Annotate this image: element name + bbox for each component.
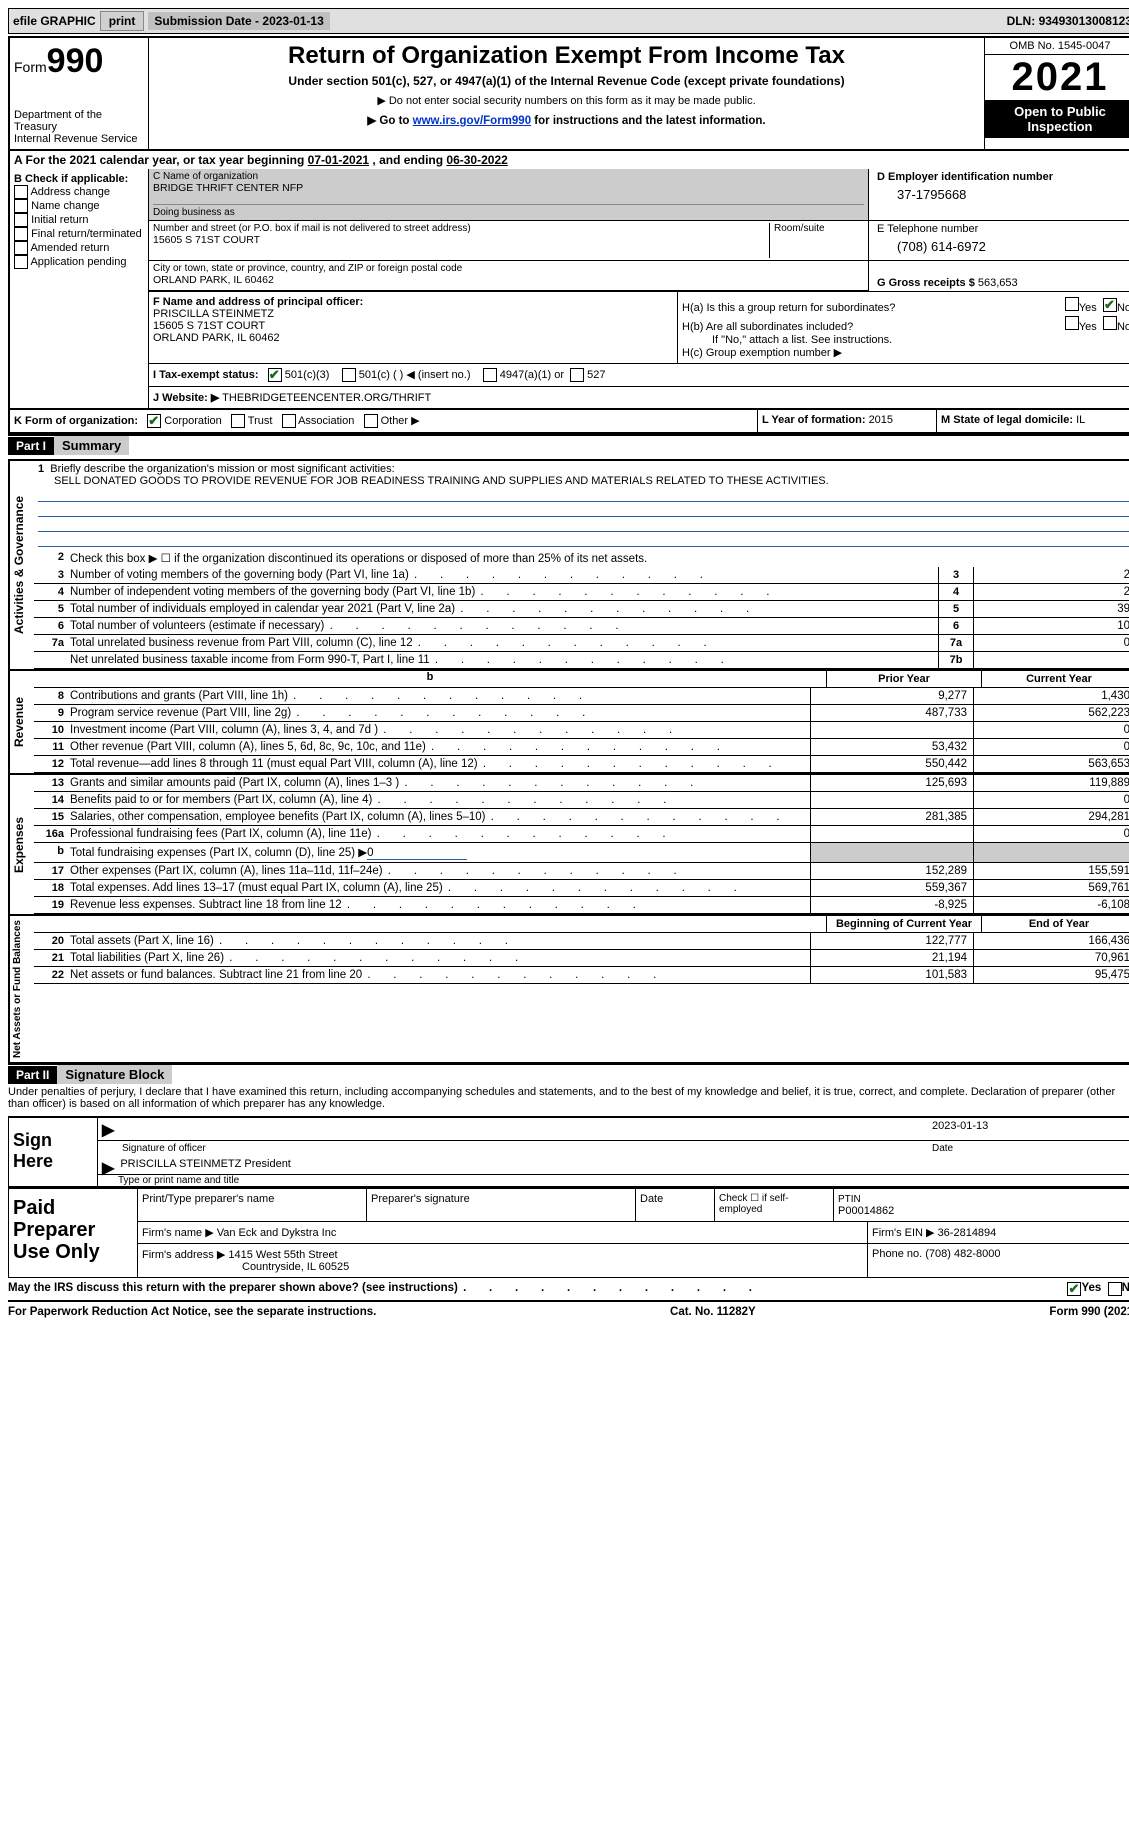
table-row: 7a Total unrelated business revenue from… <box>34 635 1129 652</box>
assoc-checkbox[interactable] <box>282 414 296 428</box>
subtitle-3: ▶ Go to www.irs.gov/Form990 for instruct… <box>153 113 980 127</box>
amended-return-checkbox[interactable] <box>14 241 28 255</box>
table-row: 6 Total number of volunteers (estimate i… <box>34 618 1129 635</box>
box-f: F Name and address of principal officer:… <box>149 292 678 363</box>
501c-checkbox[interactable] <box>342 368 356 382</box>
row-a: A For the 2021 calendar year, or tax yea… <box>10 151 1129 169</box>
form-header: Form990 Department of the Treasury Inter… <box>8 36 1129 151</box>
ha-no-checkbox[interactable] <box>1103 298 1117 312</box>
table-row: b Total fundraising expenses (Part IX, c… <box>34 843 1129 863</box>
table-row: 21 Total liabilities (Part X, line 26) 2… <box>34 950 1129 967</box>
omb-number: OMB No. 1545-0047 <box>985 38 1129 55</box>
table-row: 15 Salaries, other compensation, employe… <box>34 809 1129 826</box>
tax-year: 2021 <box>985 55 1129 100</box>
table-row: 8 Contributions and grants (Part VIII, l… <box>34 688 1129 705</box>
header-center: Return of Organization Exempt From Incom… <box>149 38 985 149</box>
table-row: 16a Professional fundraising fees (Part … <box>34 826 1129 843</box>
discuss-no-checkbox[interactable] <box>1108 1282 1122 1296</box>
summary-expenses: Expenses 13 Grants and similar amounts p… <box>8 774 1129 915</box>
501c3-checkbox[interactable] <box>268 368 282 382</box>
table-row: 14 Benefits paid to or for members (Part… <box>34 792 1129 809</box>
form-title: Return of Organization Exempt From Incom… <box>153 42 980 70</box>
table-row: 17 Other expenses (Part IX, column (A), … <box>34 863 1129 880</box>
corp-checkbox[interactable] <box>147 414 161 428</box>
subtitle-2: ▶ Do not enter social security numbers o… <box>153 94 980 107</box>
hb-no-checkbox[interactable] <box>1103 316 1117 330</box>
hb-yes-checkbox[interactable] <box>1065 316 1079 330</box>
box-l: L Year of formation: 2015 <box>758 410 937 432</box>
box-j: J Website: ▶ THEBRIDGETEENCENTER.ORG/THR… <box>149 387 1129 408</box>
table-row: 9 Program service revenue (Part VIII, li… <box>34 705 1129 722</box>
527-checkbox[interactable] <box>570 368 584 382</box>
dept-label: Department of the Treasury Internal Reve… <box>14 109 144 145</box>
gross-receipts: 563,653 <box>978 277 1018 289</box>
discuss-yes-checkbox[interactable] <box>1067 1282 1081 1296</box>
table-row: 3 Number of voting members of the govern… <box>34 567 1129 584</box>
org-city: ORLAND PARK, IL 60462 <box>153 274 864 286</box>
table-row: 11 Other revenue (Part VIII, column (A),… <box>34 739 1129 756</box>
summary-net: Net Assets or Fund Balances Beginning of… <box>8 915 1129 1063</box>
submission-date: Submission Date - 2023-01-13 <box>148 12 329 30</box>
summary-revenue: Revenue bPrior YearCurrent Year 8 Contri… <box>8 670 1129 774</box>
box-k: K Form of organization: Corporation Trus… <box>10 410 758 432</box>
final-return-checkbox[interactable] <box>14 227 28 241</box>
table-row: 20 Total assets (Part X, line 16) 122,77… <box>34 933 1129 950</box>
discuss-row: May the IRS discuss this return with the… <box>8 1278 1129 1302</box>
box-e: E Telephone number (708) 614-6972 <box>869 221 1129 261</box>
table-row: Net unrelated business taxable income fr… <box>34 652 1129 669</box>
box-cde: C Name of organization BRIDGE THRIFT CEN… <box>149 169 1129 408</box>
top-bar: efile GRAPHIC print Submission Date - 20… <box>8 8 1129 34</box>
part-1: Part ISummary <box>8 434 1129 455</box>
header-left: Form990 Department of the Treasury Inter… <box>10 38 149 149</box>
table-row: 5 Total number of individuals employed i… <box>34 601 1129 618</box>
table-row: 10 Investment income (Part VIII, column … <box>34 722 1129 739</box>
org-street: 15605 S 71ST COURT <box>153 234 769 246</box>
box-m: M State of legal domicile: IL <box>937 410 1129 432</box>
box-b: B Check if applicable: Address change Na… <box>10 169 149 408</box>
box-i: I Tax-exempt status: 501(c)(3) 501(c) ( … <box>149 364 1129 386</box>
part-2: Part IISignature Block <box>8 1063 1129 1084</box>
efile-label: efile GRAPHIC <box>13 14 96 28</box>
entity-section: A For the 2021 calendar year, or tax yea… <box>8 151 1129 434</box>
arrow-icon: ▶ <box>102 1120 114 1138</box>
table-row: 13 Grants and similar amounts paid (Part… <box>34 775 1129 792</box>
other-checkbox[interactable] <box>364 414 378 428</box>
irs-link[interactable]: www.irs.gov/Form990 <box>413 115 531 127</box>
signature-block: Sign Here ▶2023-01-13 Signature of offic… <box>8 1116 1129 1187</box>
mission-text: SELL DONATED GOODS TO PROVIDE REVENUE FO… <box>38 475 1129 487</box>
paid-preparer-block: Paid Preparer Use Only Print/Type prepar… <box>8 1187 1129 1278</box>
name-change-checkbox[interactable] <box>14 199 28 213</box>
initial-return-checkbox[interactable] <box>14 213 28 227</box>
addr-change-checkbox[interactable] <box>14 185 28 199</box>
dln: DLN: 93493013008123 <box>1007 14 1129 28</box>
table-row: 18 Total expenses. Add lines 13–17 (must… <box>34 880 1129 897</box>
box-g: G Gross receipts $ 563,653 <box>869 261 1129 291</box>
print-button[interactable]: print <box>100 11 145 31</box>
summary-activities: Activities & Governance 1 Briefly descri… <box>8 459 1129 670</box>
4947-checkbox[interactable] <box>483 368 497 382</box>
arrow-icon: ▶ <box>102 1158 114 1172</box>
ein-value: 37-1795668 <box>877 183 1127 206</box>
header-right: OMB No. 1545-0047 2021 Open to Public In… <box>985 38 1129 149</box>
open-inspection: Open to Public Inspection <box>985 100 1129 138</box>
footer-row: For Paperwork Reduction Act Notice, see … <box>8 1302 1129 1322</box>
ha-yes-checkbox[interactable] <box>1065 297 1079 311</box>
phone-value: (708) 614-6972 <box>877 235 1127 258</box>
form-number: Form990 <box>14 42 144 81</box>
table-row: 22 Net assets or fund balances. Subtract… <box>34 967 1129 984</box>
trust-checkbox[interactable] <box>231 414 245 428</box>
table-row: 12 Total revenue—add lines 8 through 11 … <box>34 756 1129 773</box>
perjury-declaration: Under penalties of perjury, I declare th… <box>8 1084 1129 1112</box>
subtitle-1: Under section 501(c), 527, or 4947(a)(1)… <box>153 74 980 88</box>
table-row: 4 Number of independent voting members o… <box>34 584 1129 601</box>
box-d: D Employer identification number 37-1795… <box>869 169 1129 221</box>
app-pending-checkbox[interactable] <box>14 255 28 269</box>
box-h: H(a) Is this a group return for subordin… <box>678 292 1129 363</box>
org-name: BRIDGE THRIFT CENTER NFP <box>153 182 864 194</box>
table-row: 19 Revenue less expenses. Subtract line … <box>34 897 1129 914</box>
